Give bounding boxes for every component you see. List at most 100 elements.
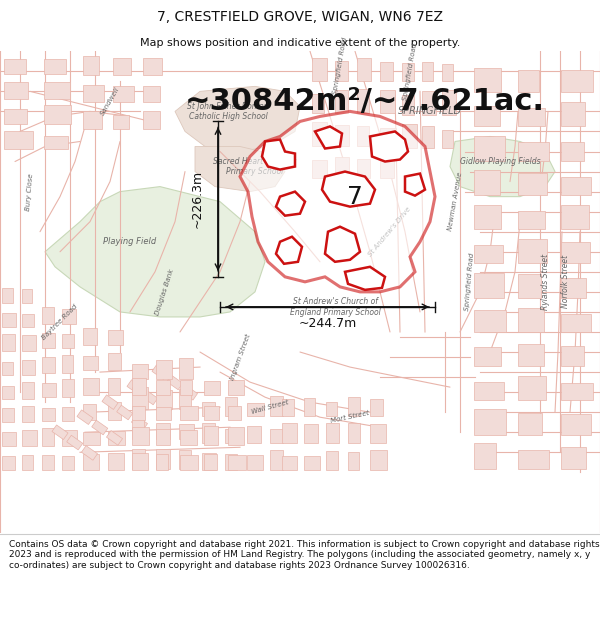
Bar (475, 273, 503, 298)
Bar (380, 128, 396, 146)
Bar (42, 308, 54, 324)
Bar (113, 114, 129, 129)
Bar (475, 170, 500, 195)
Bar (229, 380, 244, 394)
Polygon shape (117, 405, 133, 420)
Bar (42, 332, 55, 348)
Bar (312, 94, 324, 113)
Bar (475, 443, 496, 469)
Bar (22, 336, 35, 351)
Polygon shape (175, 86, 300, 151)
Bar (326, 402, 337, 416)
Bar (380, 154, 394, 178)
Bar (62, 406, 74, 421)
Bar (475, 245, 503, 263)
Bar (326, 451, 338, 469)
Text: Wall Street: Wall Street (251, 399, 289, 415)
Bar (4, 59, 26, 74)
Text: 7: 7 (347, 184, 363, 209)
Bar (107, 329, 124, 344)
Bar (179, 424, 194, 439)
Bar (133, 428, 149, 445)
Bar (179, 449, 191, 469)
Bar (133, 453, 148, 470)
Bar (475, 409, 506, 434)
Text: St Andrew's Church of
England Primary School: St Andrew's Church of England Primary Sc… (290, 298, 380, 317)
Bar (270, 450, 283, 469)
Bar (83, 378, 99, 394)
Bar (370, 451, 386, 469)
Text: Douglas Bank: Douglas Bank (155, 268, 175, 316)
Polygon shape (106, 431, 122, 445)
Bar (561, 382, 593, 401)
Bar (4, 82, 28, 99)
Bar (42, 455, 54, 470)
Polygon shape (276, 237, 302, 264)
Text: Mort Street: Mort Street (330, 410, 370, 424)
Bar (304, 424, 317, 443)
Bar (181, 406, 199, 420)
Bar (62, 379, 74, 397)
Bar (155, 360, 172, 379)
Bar (22, 289, 32, 303)
Text: Springfield Road: Springfield Road (332, 37, 348, 96)
Bar (62, 334, 74, 348)
Bar (326, 423, 339, 443)
Text: St Andrew's Drive: St Andrew's Drive (368, 206, 412, 258)
Bar (518, 142, 549, 161)
Bar (83, 404, 96, 420)
Bar (2, 432, 16, 446)
Bar (282, 399, 294, 416)
Polygon shape (52, 425, 68, 439)
Text: Norfolk Street: Norfolk Street (560, 255, 569, 308)
Polygon shape (152, 365, 168, 379)
Bar (225, 454, 237, 469)
Bar (561, 278, 586, 298)
Bar (312, 122, 327, 146)
Bar (270, 429, 283, 443)
Bar (42, 357, 55, 372)
Bar (561, 70, 593, 92)
Bar (143, 59, 163, 75)
Bar (518, 308, 544, 332)
Bar (518, 450, 549, 469)
Bar (107, 431, 125, 445)
Bar (42, 383, 56, 397)
Bar (348, 451, 359, 469)
Bar (247, 455, 263, 469)
Bar (348, 423, 360, 443)
Bar (335, 61, 348, 81)
Polygon shape (325, 227, 360, 262)
Polygon shape (450, 136, 555, 197)
Bar (22, 406, 34, 422)
Bar (475, 206, 501, 229)
Bar (442, 64, 453, 81)
Bar (113, 58, 131, 75)
Bar (561, 142, 584, 161)
Bar (561, 102, 585, 126)
Bar (561, 177, 591, 195)
Polygon shape (276, 192, 305, 216)
Bar (157, 380, 170, 394)
Bar (335, 157, 349, 178)
Bar (229, 406, 241, 420)
Bar (205, 381, 220, 394)
Bar (22, 455, 33, 470)
Bar (402, 124, 416, 148)
Bar (181, 380, 193, 394)
Bar (133, 419, 144, 439)
Bar (44, 136, 68, 149)
Bar (518, 173, 547, 195)
Bar (202, 453, 216, 469)
Bar (402, 95, 413, 115)
Bar (133, 406, 145, 420)
Bar (357, 126, 368, 146)
Text: Rylands Street: Rylands Street (541, 254, 550, 310)
Bar (62, 309, 76, 324)
Bar (561, 346, 584, 366)
Bar (518, 239, 547, 263)
Bar (270, 396, 283, 416)
Polygon shape (77, 410, 93, 424)
Text: Baytree Road: Baytree Road (41, 303, 79, 341)
Text: SPRINGFIELD: SPRINGFIELD (398, 106, 462, 116)
